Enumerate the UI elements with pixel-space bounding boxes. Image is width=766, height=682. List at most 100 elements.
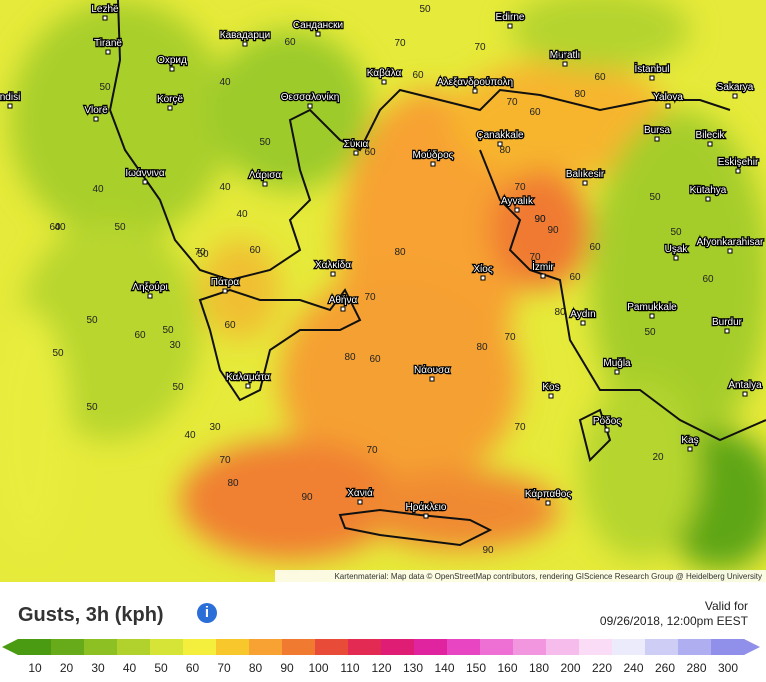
city-marker xyxy=(381,79,387,85)
city-label: Охрид xyxy=(157,55,187,66)
city-label: Кавадарци xyxy=(220,30,270,41)
city-label: Muratlı xyxy=(550,50,581,61)
legend-tick-label: 110 xyxy=(340,661,359,675)
contour-label: 50 xyxy=(259,137,271,148)
contour-label: 60 xyxy=(594,72,606,83)
valid-info: Valid for 09/26/2018, 12:00pm EEST xyxy=(600,599,748,629)
legend-tick-label: 220 xyxy=(592,661,612,675)
city-label: Ρόδος xyxy=(593,415,621,427)
legend-swatch xyxy=(711,639,745,655)
contour-label: 60 xyxy=(49,222,61,233)
contour-label: 60 xyxy=(569,272,581,283)
city-marker xyxy=(262,181,268,187)
city-label: Vlorë xyxy=(84,105,108,116)
legend-swatch xyxy=(117,639,151,655)
city-label: Çanakkale xyxy=(476,130,524,141)
contour-label: 50 xyxy=(172,382,184,393)
contour-label: 90 xyxy=(534,214,546,225)
legend-swatch xyxy=(513,639,547,655)
contour-label: 60 xyxy=(249,245,261,256)
city-label: Aydın xyxy=(570,309,595,320)
legend-swatch xyxy=(183,639,217,655)
legend-swatch xyxy=(381,639,415,655)
contour-label: 90 xyxy=(534,214,546,225)
contour-label: 90 xyxy=(482,545,494,556)
contour-label: 80 xyxy=(499,145,511,156)
contour-label: 50 xyxy=(649,192,661,203)
labels: Lezhë Tiranë Охрид Кавадарци Сандански Edirne… xyxy=(0,3,765,556)
city-label: Σύκια xyxy=(344,138,369,150)
coastlines xyxy=(108,0,766,547)
city-marker xyxy=(724,328,730,334)
city-label: Κάρπαθος xyxy=(525,488,572,500)
city-marker xyxy=(430,161,436,167)
contour-label: 60 xyxy=(589,242,601,253)
city-marker xyxy=(147,293,153,299)
legend-tick-label: 30 xyxy=(91,661,105,675)
city-marker xyxy=(102,15,108,21)
city-marker xyxy=(673,255,679,261)
title: Gusts, 3h (kph) xyxy=(18,604,164,626)
attribution-box xyxy=(275,570,766,582)
city-label: ndisi xyxy=(0,92,20,103)
city-label: Ιωάννινα xyxy=(125,167,165,179)
contour-label: 50 xyxy=(644,327,656,338)
legend-swatch xyxy=(84,639,118,655)
city-label: Λάρισα xyxy=(249,169,282,181)
contour-label: 80 xyxy=(227,478,239,489)
legend-swatch xyxy=(612,639,646,655)
city-marker xyxy=(497,141,503,147)
city-label: Uşak xyxy=(665,244,689,255)
legend-swatch xyxy=(249,639,283,655)
legend-tick-label: 140 xyxy=(434,661,454,675)
legend-tick-label: 50 xyxy=(154,661,168,675)
legend-swatch xyxy=(414,639,448,655)
legend-arrow-left xyxy=(2,639,18,655)
city-label: Muğla xyxy=(603,358,631,369)
legend-tick-label: 130 xyxy=(403,661,423,675)
city-marker xyxy=(665,103,671,109)
contour-label: 60 xyxy=(412,70,424,81)
legend-tick-label: 300 xyxy=(718,661,738,675)
city-label: İzmir xyxy=(532,260,554,273)
city-label: Kaş xyxy=(681,435,698,446)
contour-label: 90 xyxy=(547,225,559,236)
city-marker xyxy=(548,393,554,399)
contour-label: 70 xyxy=(364,292,376,303)
city-label: Καβάλα xyxy=(367,67,402,79)
legend-arrow-right xyxy=(744,639,760,655)
city-label: Χανιά xyxy=(347,487,373,499)
legend-swatch xyxy=(546,639,580,655)
legend-tick-label: 100 xyxy=(308,661,328,675)
city-label: Πάτρα xyxy=(211,276,240,288)
legend-swatch xyxy=(315,639,349,655)
city-marker xyxy=(357,499,363,505)
contour-label: 50 xyxy=(114,222,126,233)
legend-swatch xyxy=(216,639,250,655)
legend-tick-label: 200 xyxy=(560,661,580,675)
city-label: Χαλκίδα xyxy=(315,259,351,271)
contour-label: 40 xyxy=(219,182,231,193)
city-label: Antalya xyxy=(728,380,762,391)
legend-swatch xyxy=(447,639,481,655)
legend-tick-label: 40 xyxy=(123,661,137,675)
legend-swatch xyxy=(282,639,316,655)
contour-label: 60 xyxy=(554,52,566,63)
city-marker xyxy=(654,136,660,142)
contour-label: 40 xyxy=(54,222,66,233)
legend: 10 20 30 40 50 60 70 80 90 100 110 120 130 140 150 160 1… xyxy=(2,639,760,675)
city-label: Tiranë xyxy=(94,38,122,49)
city-label: Pamukkale xyxy=(627,302,677,313)
contour-label: 70 xyxy=(504,332,516,343)
legend-tick-label: 10 xyxy=(28,661,42,675)
info-icon[interactable]: i xyxy=(197,603,217,623)
city-marker xyxy=(649,75,655,81)
city-marker xyxy=(507,23,513,29)
city-label: Kos xyxy=(542,382,559,393)
contour-label: 70 xyxy=(514,182,526,193)
city-marker xyxy=(93,116,99,122)
contour-label: 50 xyxy=(86,402,98,413)
city-marker xyxy=(142,179,148,185)
city-marker xyxy=(472,88,478,94)
map: Lezhë Tiranë Охрид Кавадарци Сандански Edirne… xyxy=(0,0,766,582)
